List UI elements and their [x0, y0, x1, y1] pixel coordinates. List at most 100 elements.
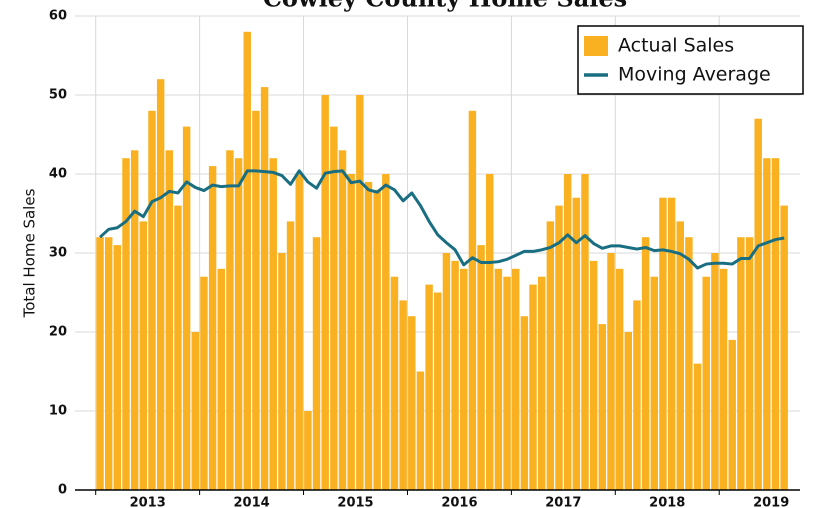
bar: [754, 118, 762, 490]
bar: [130, 150, 139, 491]
moving-average-line: [99, 169, 785, 270]
bar: [728, 339, 736, 490]
x-tick-label: 2014: [233, 496, 269, 508]
bar: [719, 268, 728, 490]
y-tick-label: 40: [49, 167, 67, 182]
legend-box: [577, 25, 804, 95]
bar: [364, 181, 373, 490]
bar: [667, 197, 676, 490]
bar: [399, 300, 407, 490]
bar: [269, 158, 277, 490]
bar: [278, 253, 286, 490]
bar: [563, 174, 572, 490]
bar: [659, 197, 667, 490]
bar: [286, 221, 295, 490]
bar: [408, 316, 416, 490]
bar: [156, 79, 165, 490]
bar: [425, 284, 433, 490]
bar: [624, 332, 633, 490]
chart-title: Cowley County Home Sales: [263, 0, 627, 13]
bar: [511, 268, 520, 490]
bar: [234, 158, 243, 490]
bar: [494, 268, 503, 490]
bar: [520, 316, 529, 490]
bar: [139, 221, 148, 490]
bar: [780, 205, 788, 490]
bar: [182, 126, 191, 490]
x-tick-label: 2018: [649, 496, 685, 508]
x-tick-label: 2017: [545, 496, 581, 508]
x-tick-label: 2019: [753, 496, 789, 508]
y-tick-label: 0: [58, 483, 67, 498]
bar: [460, 268, 468, 490]
bar: [529, 284, 537, 490]
bar: [434, 292, 442, 490]
bar: [252, 110, 260, 491]
bar: [122, 158, 130, 490]
bar: [546, 221, 555, 490]
bar: [737, 237, 745, 490]
y-axis-label: Total Home Sales: [21, 188, 39, 318]
bar: [356, 95, 364, 490]
bar: [477, 245, 485, 490]
y-tick-label: 20: [49, 325, 67, 340]
bar: [702, 276, 710, 490]
bar: [633, 300, 641, 490]
bar: [685, 237, 693, 490]
y-tick-label: 60: [49, 9, 67, 24]
legend-label: Moving Average: [618, 64, 771, 86]
bar: [304, 411, 312, 490]
bar: [148, 110, 156, 491]
bar: [217, 268, 225, 490]
bar: [260, 87, 269, 490]
bar: [208, 166, 217, 490]
y-tick-label: 30: [49, 246, 67, 261]
bar: [763, 158, 771, 490]
bar: [607, 253, 615, 490]
bar: [226, 150, 234, 491]
bar: [295, 174, 303, 490]
legend-swatch: [584, 36, 608, 56]
bar: [191, 332, 200, 490]
bar: [338, 150, 347, 491]
x-tick-label: 2015: [337, 496, 373, 508]
bar: [572, 197, 581, 490]
bar: [451, 260, 459, 490]
bar: [503, 276, 511, 490]
bar: [390, 276, 399, 490]
x-tick-label: 2013: [130, 496, 166, 508]
bar: [330, 126, 338, 490]
bar: [104, 237, 113, 490]
bar: [96, 237, 104, 490]
bar: [745, 237, 754, 490]
bar: [711, 253, 719, 490]
bar: [676, 221, 684, 490]
bar: [693, 363, 702, 490]
bar: [486, 174, 494, 490]
bar: [641, 237, 650, 490]
bar: [650, 276, 658, 490]
bar: [200, 276, 208, 490]
bar: [373, 189, 381, 491]
legend-label: Actual Sales: [618, 35, 734, 57]
bar: [581, 174, 589, 490]
bar: [312, 237, 321, 490]
bar: [174, 205, 182, 490]
bar: [555, 205, 563, 490]
bar: [347, 174, 355, 490]
bar: [321, 95, 329, 490]
bar: [113, 245, 122, 490]
bar: [416, 371, 425, 490]
x-tick-label: 2016: [441, 496, 477, 508]
bar: [598, 324, 607, 490]
bar: [468, 110, 477, 491]
bar: [537, 276, 546, 490]
bar: [382, 174, 390, 490]
bar: [165, 150, 174, 491]
bar: [442, 253, 451, 490]
bar: [589, 260, 598, 490]
bar: [615, 268, 624, 490]
y-tick-label: 10: [49, 404, 67, 419]
bar: [243, 31, 251, 491]
